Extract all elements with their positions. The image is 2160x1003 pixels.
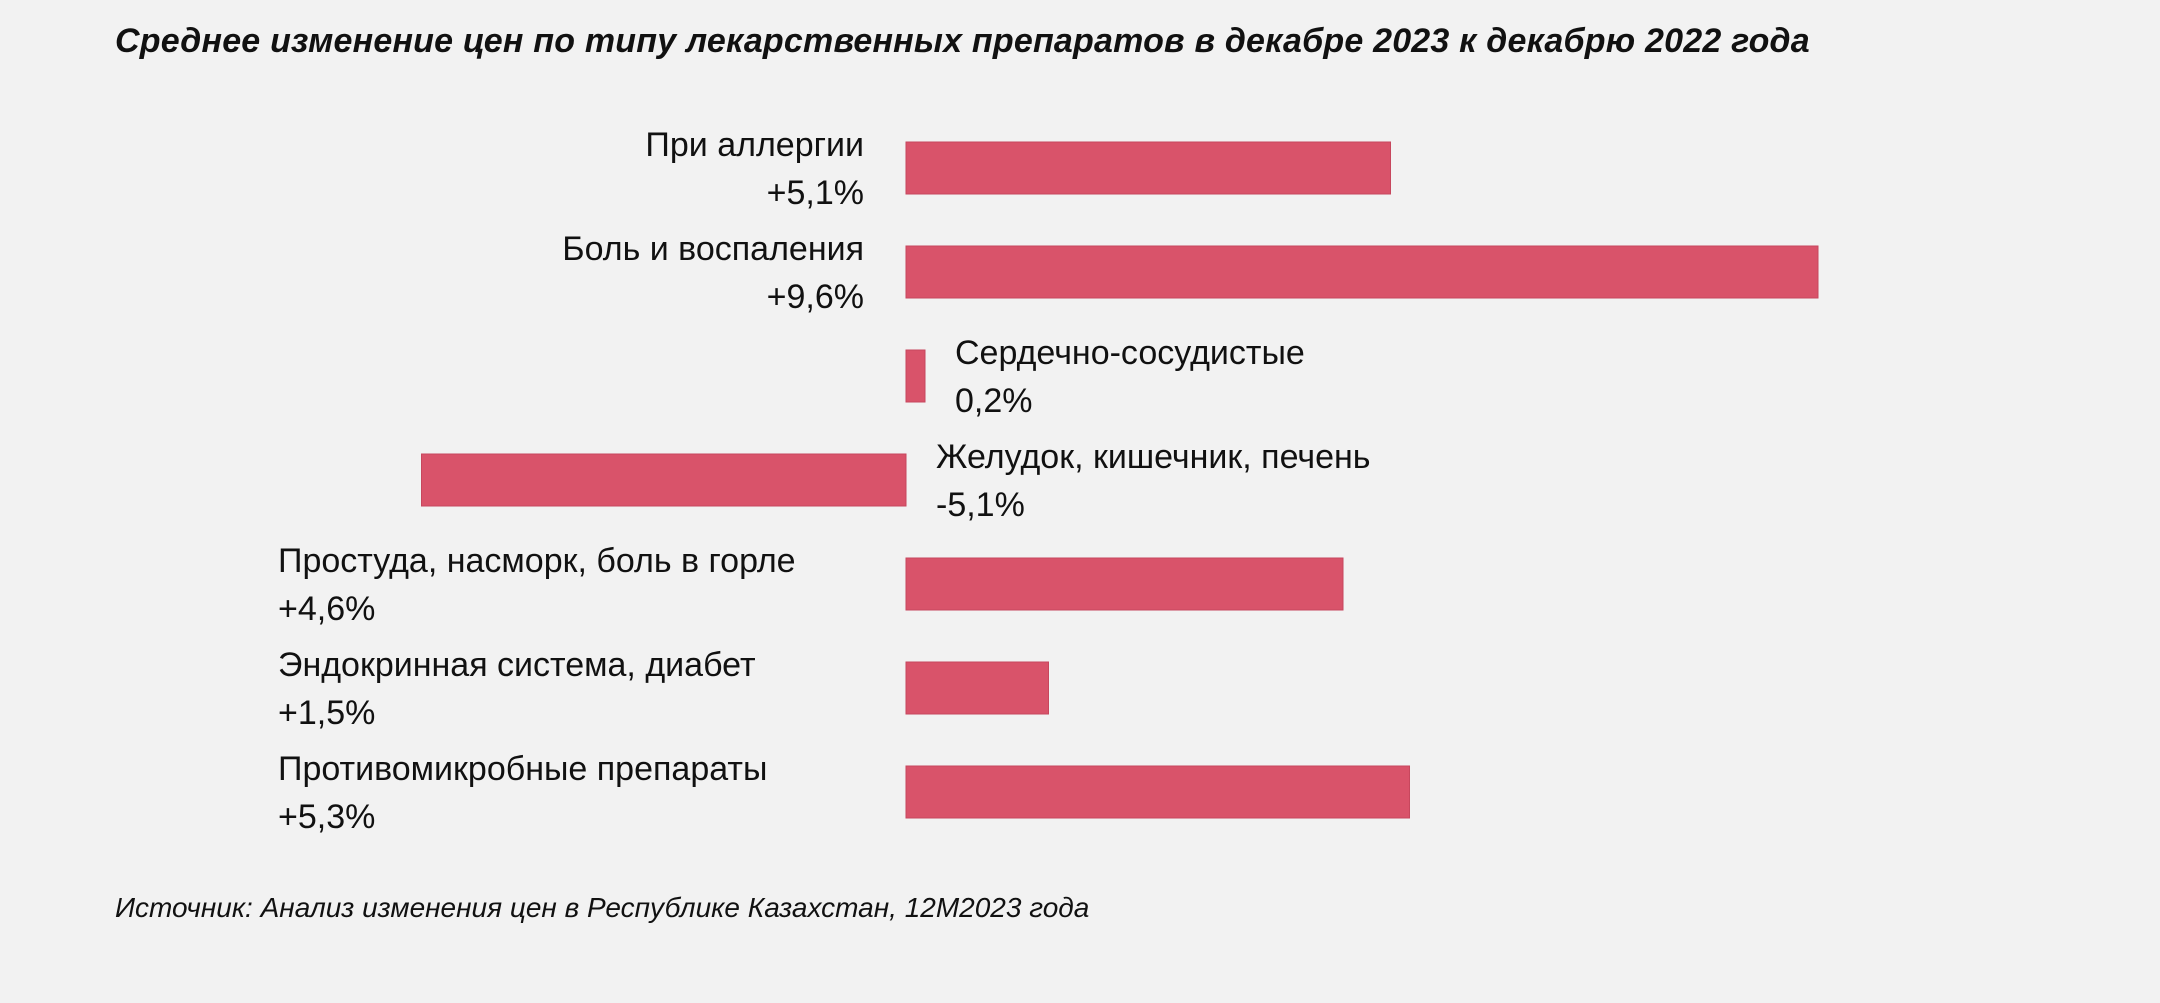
bar-2 [905,349,926,403]
category-label-6: Противомикробные препараты [278,750,767,788]
bar-6 [905,765,1410,819]
bar-3 [421,453,907,507]
bar-0 [905,141,1391,195]
bar-5 [905,661,1049,715]
bar-1 [905,245,1819,299]
value-label-5: +1,5% [278,694,375,732]
source-note: Источник: Анализ изменения цен в Республ… [115,892,1090,923]
chart-title: Среднее изменение цен по типу лекарствен… [115,22,1810,60]
value-label-1: +9,6% [767,278,864,316]
bar-4 [905,557,1344,611]
category-label-0: При аллергии [645,126,864,164]
category-label-4: Простуда, насморк, боль в горле [278,542,796,580]
category-label-2: Сердечно-сосудистые [955,334,1305,372]
value-label-3: -5,1% [936,486,1025,524]
value-label-4: +4,6% [278,590,375,628]
bar-chart: При аллергии +5,1% Боль и воспаления +9,6% С… [278,126,1819,836]
value-label-0: +5,1% [767,174,864,212]
category-label-5: Эндокринная система, диабет [278,646,756,684]
category-label-1: Боль и воспаления [562,230,864,268]
category-label-3: Желудок, кишечник, печень [936,438,1370,476]
value-label-6: +5,3% [278,798,375,836]
value-label-2: 0,2% [955,382,1033,420]
